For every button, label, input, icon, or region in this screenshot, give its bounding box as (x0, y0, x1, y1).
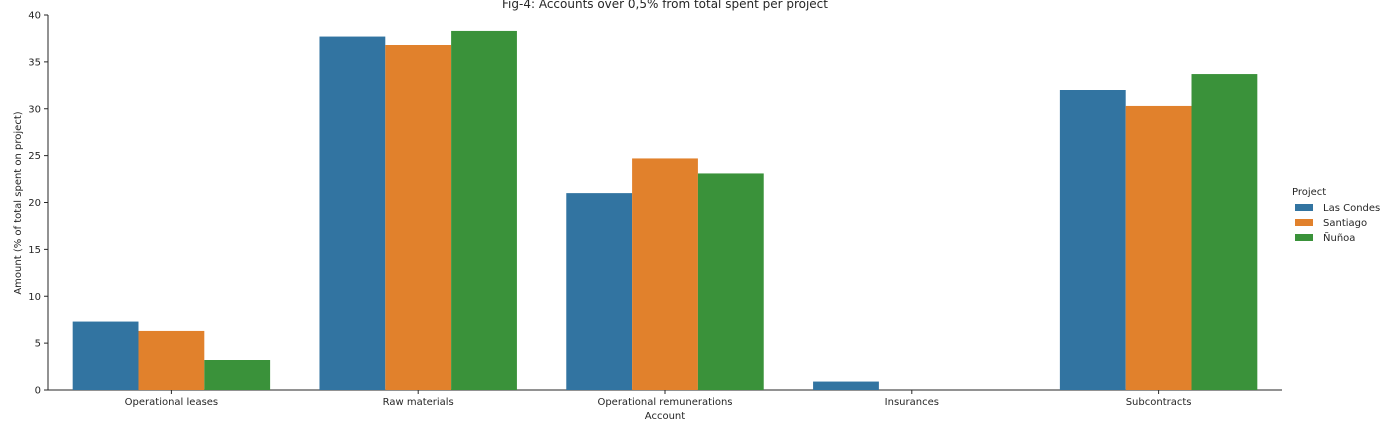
y-tick-label: 10 (28, 292, 41, 303)
y-tick-label: 0 (35, 386, 41, 397)
x-tick-label: Raw materials (383, 397, 454, 408)
legend-swatch (1295, 234, 1313, 241)
bar (385, 45, 452, 390)
bar (813, 381, 879, 390)
x-tick-label: Subcontracts (1126, 397, 1192, 408)
legend-item: Las Condes (1323, 203, 1380, 214)
bar (1059, 90, 1126, 390)
legend: Project Las Condes Santiago Ñuñoa (1292, 187, 1380, 244)
bars (72, 30, 1258, 390)
x-tick-label: Operational leases (125, 397, 218, 408)
y-tick-label: 25 (28, 151, 41, 162)
bar (697, 173, 764, 390)
bar (72, 321, 139, 390)
y-tick-label: 15 (28, 245, 41, 256)
legend-item: Ñuñoa (1323, 231, 1355, 244)
y-tick-label: 20 (28, 198, 41, 209)
bar (451, 30, 517, 390)
x-tick-label: Insurances (885, 397, 939, 408)
x-axis: Operational leases Raw materials Operation… (48, 389, 1282, 408)
y-axis: 0 5 10 15 20 25 30 35 40 (28, 11, 49, 397)
y-tick-label: 35 (28, 57, 41, 68)
bar (632, 158, 698, 390)
bar (1191, 74, 1258, 390)
bar (1125, 105, 1192, 390)
bar (319, 36, 386, 390)
y-axis-label: Amount (% of total spent on project) (13, 111, 24, 294)
y-tick-label: 40 (28, 11, 41, 22)
y-tick-label: 30 (28, 104, 41, 115)
bar (204, 360, 271, 390)
bar (566, 193, 633, 390)
chart-title: Fig-4: Accounts over 0,5% from total spe… (502, 0, 828, 11)
legend-swatch (1295, 204, 1313, 211)
y-tick-label: 5 (35, 339, 41, 350)
legend-title: Project (1292, 187, 1326, 198)
x-tick-label: Operational remunerations (597, 397, 732, 408)
x-axis-label: Account (645, 411, 685, 422)
legend-swatch (1295, 219, 1313, 226)
legend-item: Santiago (1323, 218, 1367, 229)
bar (138, 330, 205, 390)
